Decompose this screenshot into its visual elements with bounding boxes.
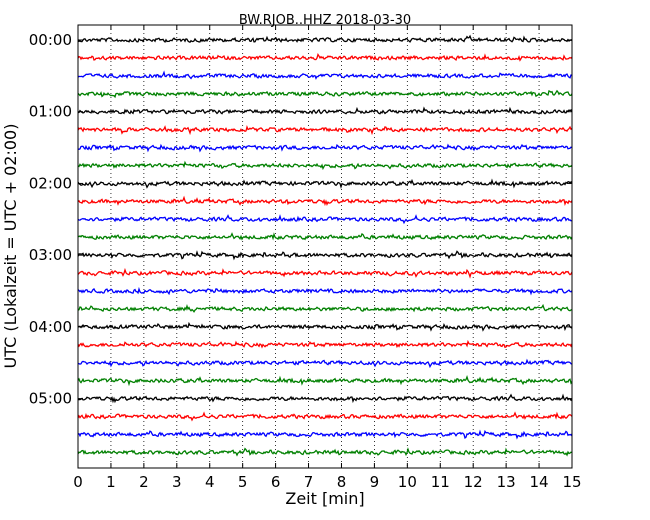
x-tick-label: 14	[530, 473, 549, 491]
x-tick-label: 5	[238, 473, 248, 491]
seismic-traces	[77, 34, 573, 457]
trace-0015	[77, 53, 573, 62]
trace-0345	[77, 303, 573, 313]
y-tick-label: 00:00	[29, 31, 72, 49]
x-tick-label: 11	[431, 473, 450, 491]
trace-0215	[77, 195, 573, 207]
x-tick-label: 12	[464, 473, 483, 491]
y-tick-label: 05:00	[29, 390, 72, 408]
x-tick-label: 1	[106, 473, 116, 491]
y-tick-label: 02:00	[29, 174, 72, 192]
x-tick-label: 2	[139, 473, 149, 491]
trace-0445	[77, 374, 573, 387]
x-tick-label: 13	[497, 473, 516, 491]
trace-0100	[77, 106, 573, 115]
x-tick-label: 8	[337, 473, 347, 491]
x-tick-label: 0	[73, 473, 83, 491]
trace-0300	[77, 250, 573, 261]
trace-0430	[77, 358, 573, 369]
y-tick-label: 04:00	[29, 318, 72, 336]
trace-0500	[77, 393, 573, 404]
trace-0515	[77, 411, 573, 422]
chart-title: BW.RJOB..HHZ 2018-03-30	[239, 13, 411, 28]
y-tick-label: 03:00	[29, 246, 72, 264]
trace-0545	[77, 447, 573, 457]
y-tick-label: 01:00	[29, 103, 72, 121]
vertical-gridlines	[110, 25, 540, 468]
x-axis-label: Zeit [min]	[285, 489, 364, 508]
trace-0115	[77, 125, 573, 136]
y-axis-label: UTC (Lokalzeit = UTC + 02:00)	[1, 124, 20, 369]
trace-0030	[77, 70, 573, 80]
trace-0000	[77, 34, 573, 43]
x-axis: 0 1 2 3 4 5 6 7 8 9 10 11 12 13 14 15	[73, 25, 582, 491]
trace-0200	[77, 178, 573, 189]
trace-0145	[77, 160, 573, 171]
trace-0230	[77, 214, 573, 225]
trace-0045	[77, 89, 573, 99]
trace-0530	[77, 429, 573, 440]
x-tick-label: 4	[205, 473, 215, 491]
x-tick-label: 9	[370, 473, 380, 491]
trace-0415	[77, 339, 573, 349]
x-tick-label: 7	[304, 473, 314, 491]
trace-0330	[77, 286, 573, 296]
plot-frame	[77, 24, 573, 469]
trace-0315	[77, 267, 573, 279]
trace-0400	[77, 321, 573, 332]
x-tick-label: 6	[271, 473, 281, 491]
x-tick-label: 15	[562, 473, 581, 491]
x-tick-label: 3	[172, 473, 182, 491]
trace-0130	[77, 143, 573, 153]
x-tick-label: 10	[398, 473, 417, 491]
trace-0245	[77, 232, 573, 241]
y-axis: 00:00 01:00 02:00 03:00 04:00 05:00	[29, 31, 572, 408]
